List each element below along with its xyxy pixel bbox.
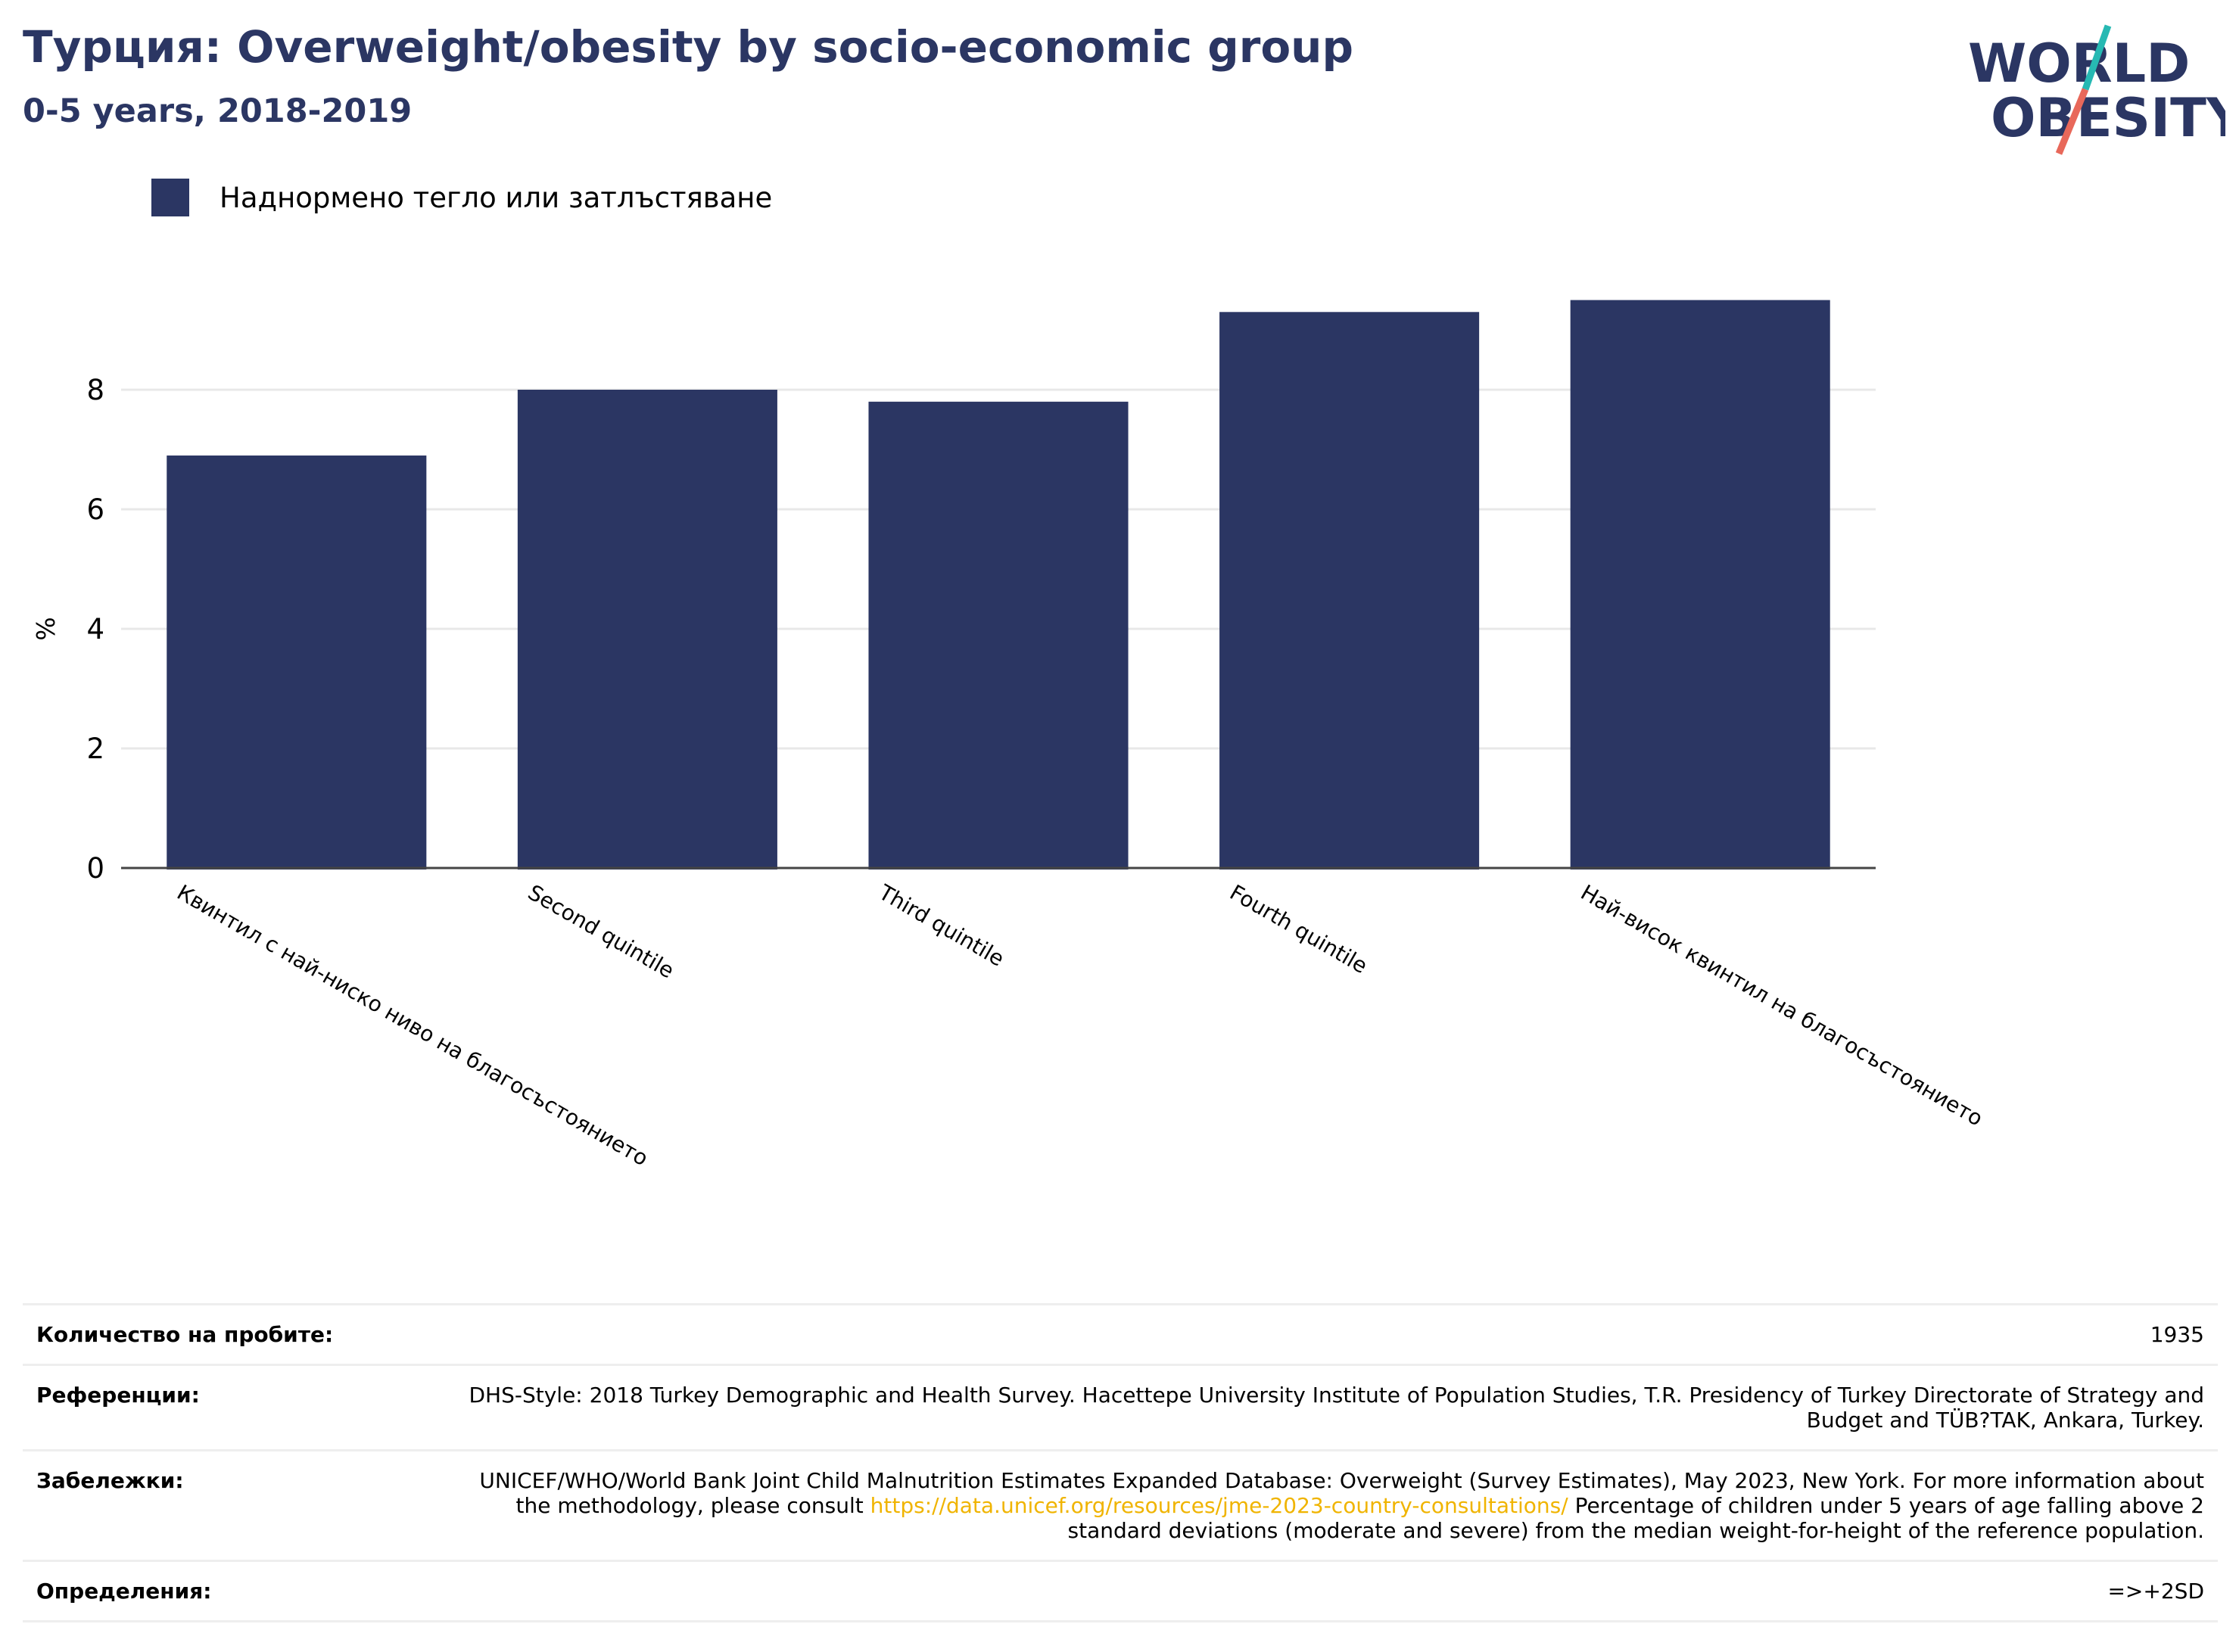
world-obesity-logo: WORLD OBESITY: [1968, 24, 2225, 155]
logo-text-world: WORLD: [1968, 33, 2190, 95]
bar: [167, 455, 427, 870]
y-tick-label: 8: [86, 374, 104, 406]
legend-swatch: [151, 179, 189, 216]
x-tick-label: Най-висок квинтил на благосъстоянието: [1577, 879, 1987, 1131]
references-label: Референции:: [36, 1383, 200, 1408]
y-tick-label: 6: [86, 493, 104, 526]
sample-size-label: Количество на пробите:: [36, 1322, 334, 1347]
logo-slash-red: [2055, 88, 2089, 155]
logo-slash-teal: [2082, 24, 2112, 91]
x-tick-label: Fourth quintile: [1225, 879, 1372, 978]
notes-value: UNICEF/WHO/World Bank Joint Child Malnut…: [463, 1468, 2204, 1543]
logo-text-obesity: OBESITY: [1991, 87, 2225, 149]
definitions-row: Определения: =>+2SD: [23, 1560, 2218, 1622]
notes-text-after: Percentage of children under 5 years of …: [1067, 1493, 2204, 1543]
info-table: Количество на пробите: 1935 Референции: …: [23, 1303, 2218, 1622]
notes-label: Забележки:: [36, 1468, 184, 1493]
sample-size-value: 1935: [2150, 1322, 2204, 1347]
legend-label: Наднормено тегло или затлъстяване: [220, 181, 773, 214]
chart-title: Турция: Overweight/obesity by socio-econ…: [23, 21, 1353, 73]
bar: [517, 390, 777, 870]
notes-text-before: UNICEF/WHO/World Bank Joint Child Malnut…: [479, 1468, 2204, 1518]
references-value: DHS-Style: 2018 Turkey Demographic and H…: [469, 1383, 2204, 1433]
bar: [868, 401, 1129, 870]
chart-subtitle: 0-5 years, 2018-2019: [23, 92, 413, 130]
bar: [1219, 312, 1480, 870]
y-tick-label: 4: [86, 613, 104, 646]
definitions-label: Определения:: [36, 1579, 212, 1604]
y-tick-label: 2: [86, 733, 104, 765]
bar: [1570, 300, 1830, 870]
y-axis-label: %: [31, 617, 61, 640]
notes-link[interactable]: https://data.unicef.org/resources/jme-20…: [870, 1493, 1568, 1518]
x-tick-label: Third quintile: [874, 879, 1009, 972]
sample-size-row: Количество на пробите: 1935: [23, 1303, 2218, 1364]
definitions-value: =>+2SD: [2107, 1579, 2204, 1604]
x-tick-label: Second quintile: [524, 879, 678, 983]
chart-legend: Наднормено тегло или затлъстяване: [151, 179, 772, 216]
y-tick-label: 0: [86, 852, 104, 885]
references-row: Референции: DHS-Style: 2018 Turkey Demog…: [23, 1364, 2218, 1449]
notes-row: Забележки: UNICEF/WHO/World Bank Joint C…: [23, 1449, 2218, 1560]
